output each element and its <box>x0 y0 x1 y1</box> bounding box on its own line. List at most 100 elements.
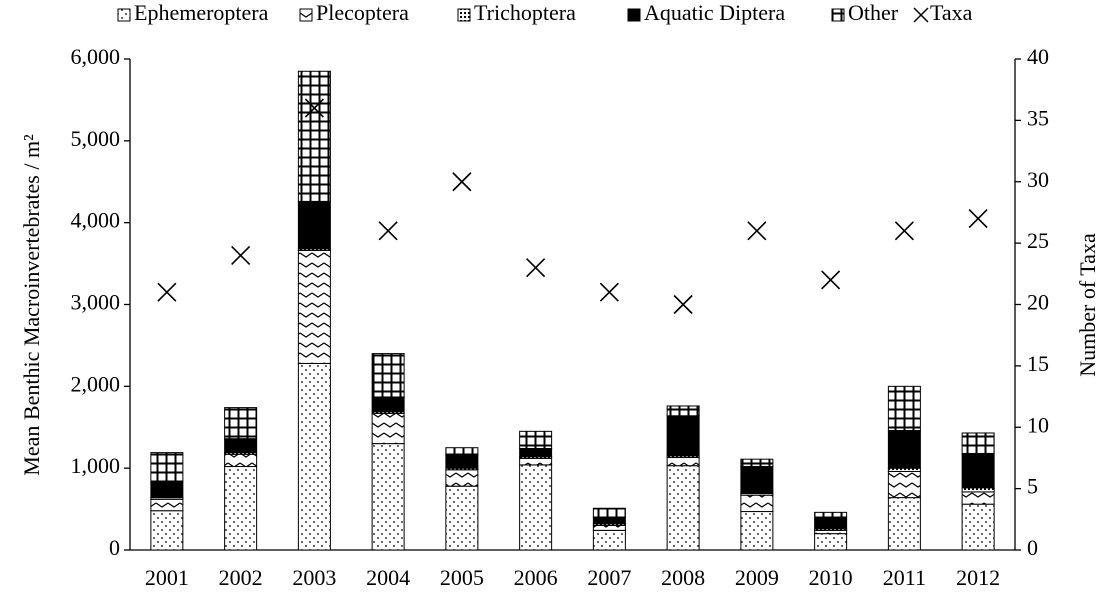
taxa-marker <box>304 98 324 118</box>
legend-label: Taxa <box>930 0 973 25</box>
x-tick-label: 2001 <box>145 565 189 590</box>
bar-segment <box>592 529 626 551</box>
bar-segment <box>224 438 258 454</box>
bar-segment <box>297 362 331 551</box>
bar-segment <box>887 470 921 499</box>
x-tick-label: 2004 <box>366 565 410 590</box>
bar-segment <box>150 481 184 499</box>
bar-segment <box>666 405 700 417</box>
taxa-marker <box>968 209 988 229</box>
y-tick-label: 6,000 <box>71 44 121 69</box>
bar-segment <box>297 200 331 250</box>
bar-segment <box>961 487 995 493</box>
y-axis-label: Mean Benthic Macroinvertebrates / m² <box>19 134 44 476</box>
y-tick-label: 2,000 <box>71 371 121 396</box>
x-tick-label: 2006 <box>514 565 558 590</box>
y-tick-label: 5,000 <box>71 126 121 151</box>
bar-segment <box>519 448 553 458</box>
bar-segment <box>592 516 626 525</box>
legend-label: Plecoptera <box>316 0 409 25</box>
bar-segment <box>371 412 405 445</box>
bar-segment <box>519 430 553 450</box>
bar-segment <box>224 453 258 468</box>
bar-segment <box>740 494 774 513</box>
legend-label: Other <box>848 0 899 25</box>
y2-tick-label: 10 <box>1027 412 1049 437</box>
bar-segment <box>887 385 921 432</box>
x-tick-label: 2008 <box>661 565 705 590</box>
y2-tick-label: 0 <box>1027 535 1038 560</box>
bar-segment <box>961 452 995 489</box>
y-tick-label: 1,000 <box>71 453 121 478</box>
bar-segment <box>371 396 405 413</box>
bar-segment <box>666 457 700 467</box>
bar-segment <box>666 465 700 551</box>
taxa-marker <box>452 172 472 192</box>
bar-segment <box>150 498 184 512</box>
taxa-marker <box>231 245 251 265</box>
bar-segment <box>592 507 626 518</box>
bar-segment <box>445 485 479 551</box>
bar-segment <box>814 533 848 551</box>
taxa-marker <box>599 282 619 302</box>
y2-tick-label: 15 <box>1027 351 1049 376</box>
bar-segment <box>814 518 848 530</box>
legend-marker <box>913 7 929 23</box>
legend-swatch <box>457 8 471 22</box>
y-tick-label: 0 <box>109 535 120 560</box>
taxa-marker <box>526 258 546 278</box>
bar-segment <box>740 511 774 551</box>
bar-segment <box>519 457 553 466</box>
y2-tick-label: 30 <box>1027 167 1049 192</box>
bar-segment <box>150 452 184 483</box>
legend-swatch <box>831 8 845 22</box>
taxa-marker <box>673 294 693 315</box>
x-tick-label: 2007 <box>587 565 631 590</box>
bar-segment <box>371 353 405 398</box>
legend-swatch <box>299 8 313 22</box>
x-tick-label: 2002 <box>219 565 263 590</box>
taxa-marker <box>157 282 177 302</box>
bar-segment <box>297 249 331 364</box>
legend-swatch <box>627 8 641 22</box>
bar-segment <box>887 430 921 469</box>
y2-axis-label: Number of Taxa <box>1075 233 1100 377</box>
x-tick-label: 2005 <box>440 565 484 590</box>
legend-label: Aquatic Diptera <box>644 0 785 25</box>
y2-tick-label: 5 <box>1027 474 1038 499</box>
x-tick-label: 2012 <box>956 565 1000 590</box>
bar-segment <box>740 458 774 468</box>
x-tick-label: 2010 <box>809 565 853 590</box>
bar-segment <box>519 464 553 551</box>
bar-segment <box>224 407 258 440</box>
legend-label: Trichoptera <box>474 0 576 25</box>
taxa-marker <box>378 221 398 241</box>
y2-tick-label: 35 <box>1027 105 1049 130</box>
bar-segment <box>592 524 626 531</box>
bar-segment <box>666 415 700 457</box>
bar-segment <box>445 455 479 469</box>
bar-segment <box>150 510 184 551</box>
y2-tick-label: 20 <box>1027 290 1049 315</box>
bar-segment <box>814 511 848 520</box>
taxa-marker <box>747 221 767 241</box>
legend-label: Ephemeroptera <box>134 0 269 25</box>
taxa-marker <box>894 221 914 241</box>
x-tick-label: 2009 <box>735 565 779 590</box>
bar-segment <box>961 432 995 454</box>
bar-segment <box>445 447 479 457</box>
bar-segment <box>740 466 774 495</box>
bar-segment <box>371 443 405 551</box>
x-tick-label: 2011 <box>883 565 926 590</box>
legend-swatch <box>117 8 131 22</box>
y-tick-label: 4,000 <box>71 208 121 233</box>
bar-segment <box>297 70 331 202</box>
y2-tick-label: 25 <box>1027 228 1049 253</box>
y-tick-label: 3,000 <box>71 290 121 315</box>
bar-segment <box>887 497 921 551</box>
bar-segment <box>961 491 995 505</box>
bar-segment <box>445 469 479 487</box>
bar-segment <box>961 503 995 551</box>
bar-segment <box>224 466 258 551</box>
